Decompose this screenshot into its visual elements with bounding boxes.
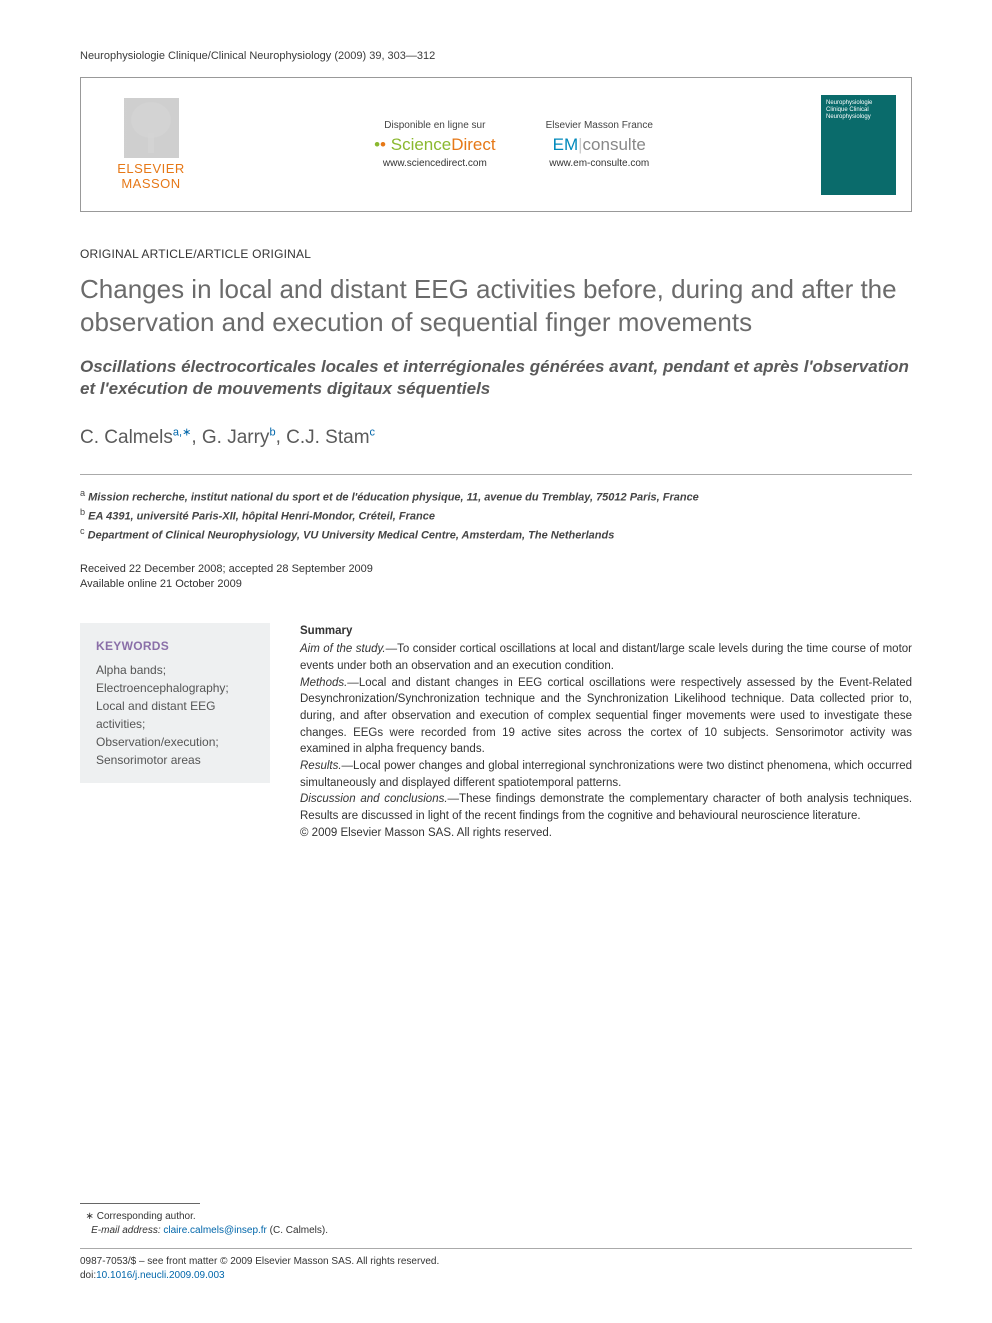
portal-sciencedirect: Disponible en ligne sur •• ScienceDirect… [374,120,496,169]
authors-line: C. Calmelsa,∗, G. Jarryb, C.J. Stamc [80,425,912,448]
article-title-english: Changes in local and distant EEG activit… [80,273,912,338]
doi-link[interactable]: 10.1016/j.neucli.2009.09.003 [96,1270,224,1281]
journal-cover-thumbnail: Neurophysiologie Clinique Clinical Neuro… [821,95,896,195]
publisher-logo: ELSEVIER MASSON [96,98,206,191]
article-dates: Received 22 December 2008; accepted 28 S… [80,562,912,593]
footnote-separator [80,1203,200,1204]
publisher-name: ELSEVIER MASSON [96,162,206,191]
elsevier-tree-icon [124,98,179,158]
affiliations-block: a Mission recherche, institut national d… [80,474,912,544]
author: C. Calmelsa,∗ [80,427,191,448]
affiliation: b EA 4391, université Paris-XII, hôpital… [80,506,912,525]
abstract-section: Methods.—Local and distant changes in EE… [300,675,912,758]
portal-label: Disponible en ligne sur [374,120,496,131]
journal-citation: Neurophysiologie Clinique/Clinical Neuro… [80,50,912,62]
copyright-separator [80,1248,912,1255]
keywords-list: Alpha bands; Electroencephalography; Loc… [96,661,254,769]
portals-row: Disponible en ligne sur •• ScienceDirect… [206,120,821,169]
keywords-box: KEYWORDS Alpha bands; Electroencephalogr… [80,623,270,783]
abstract-copyright: © 2009 Elsevier Masson SAS. All rights r… [300,825,912,842]
portal-url[interactable]: www.em-consulte.com [546,158,653,169]
keywords-heading: KEYWORDS [96,637,254,655]
abstract-row: KEYWORDS Alpha bands; Electroencephalogr… [80,623,912,842]
emconsulte-brand: EM|consulte [546,135,653,155]
copyright-line: 0987-7053/$ – see front matter © 2009 El… [80,1255,912,1283]
abstract-section: Aim of the study.—To consider cortical o… [300,641,912,674]
email-link[interactable]: claire.calmels@insep.fr [163,1225,267,1236]
received-accepted-date: Received 22 December 2008; accepted 28 S… [80,562,912,577]
author: G. Jarryb [202,427,276,448]
journal-header-box: ELSEVIER MASSON Disponible en ligne sur … [80,77,912,212]
abstract-column: Summary Aim of the study.—To consider co… [300,623,912,842]
corresponding-footnote: ∗ Corresponding author. E-mail address: … [80,1210,912,1238]
abstract-section: Results.—Local power changes and global … [300,758,912,791]
portal-emconsulte: Elsevier Masson France EM|consulte www.e… [546,120,653,169]
affiliation: c Department of Clinical Neurophysiology… [80,525,912,544]
article-type: ORIGINAL ARTICLE/ARTICLE ORIGINAL [80,247,912,261]
sciencedirect-brand: •• ScienceDirect [374,135,496,155]
affiliation: a Mission recherche, institut national d… [80,487,912,506]
portal-url[interactable]: www.sciencedirect.com [374,158,496,169]
page-footer: ∗ Corresponding author. E-mail address: … [80,1203,912,1283]
abstract-section: Discussion and conclusions.—These findin… [300,791,912,824]
online-date: Available online 21 October 2009 [80,577,912,592]
portal-label: Elsevier Masson France [546,120,653,131]
abstract-heading: Summary [300,623,912,640]
article-title-french: Oscillations électrocorticales locales e… [80,356,912,400]
author: C.J. Stamc [286,427,375,448]
